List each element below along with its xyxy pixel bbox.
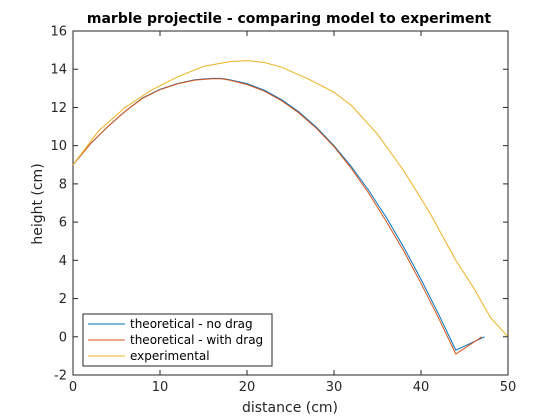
y-tick-label: 14 xyxy=(50,63,67,78)
x-tick-label: 10 xyxy=(152,380,169,395)
x-tick-label: 0 xyxy=(69,380,77,395)
legend: theoretical - no drag theoretical - with … xyxy=(82,313,273,367)
legend-label-experimental: experimental xyxy=(130,349,210,363)
y-tick-label: 16 xyxy=(50,25,67,40)
x-tick-label: 40 xyxy=(413,380,430,395)
series-line-with-drag xyxy=(72,78,483,355)
y-tick-label: -2 xyxy=(54,369,67,384)
x-tick-label: 50 xyxy=(500,380,517,395)
x-tick-label: 30 xyxy=(326,380,343,395)
y-tick-label: 6 xyxy=(59,216,67,231)
legend-label-with-drag: theoretical - with drag xyxy=(130,333,263,347)
y-tick-label: 2 xyxy=(59,292,67,307)
chart-title: marble projectile - comparing model to e… xyxy=(87,11,492,27)
y-axis: -2 0 2 4 6 8 10 12 14 16 xyxy=(50,25,508,384)
y-tick-label: 4 xyxy=(59,254,67,269)
legend-label-no-drag: theoretical - no drag xyxy=(130,317,253,331)
y-tick-label: 0 xyxy=(59,330,67,345)
x-axis: 0 10 20 30 40 50 xyxy=(69,31,516,395)
x-axis-label: distance (cm) xyxy=(242,400,338,416)
series-line-experimental xyxy=(72,60,509,338)
y-axis-label: height (cm) xyxy=(30,163,46,244)
y-tick-label: 12 xyxy=(50,101,67,116)
y-tick-label: 8 xyxy=(59,177,67,192)
x-tick-label: 20 xyxy=(239,380,256,395)
y-tick-label: 10 xyxy=(50,139,67,154)
